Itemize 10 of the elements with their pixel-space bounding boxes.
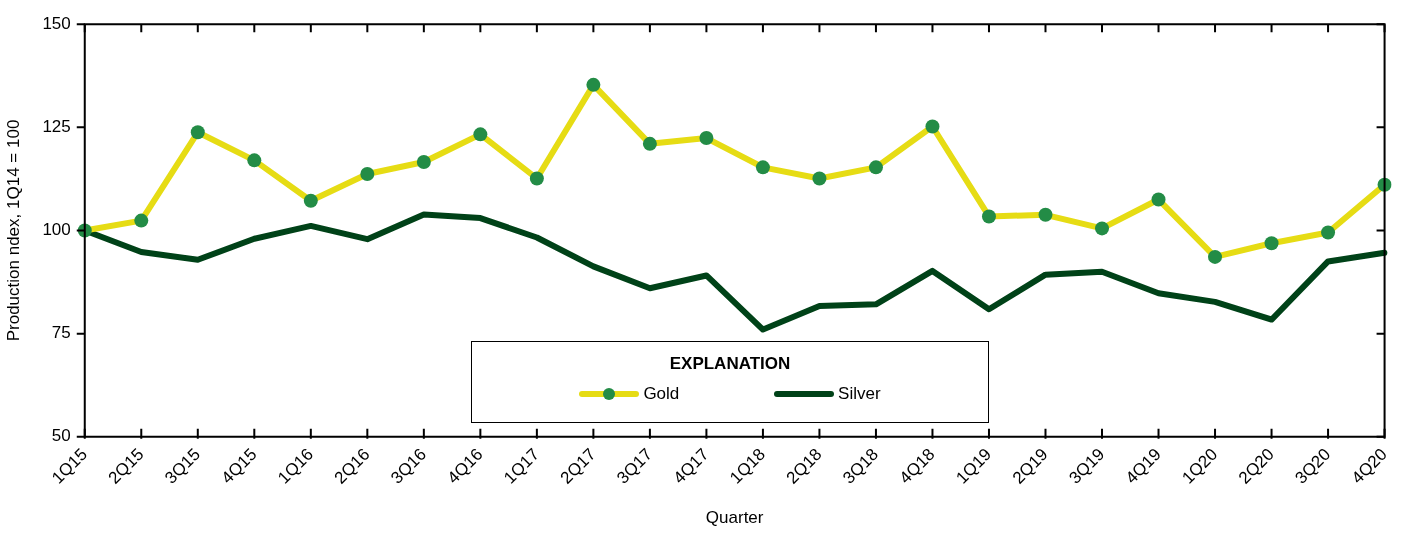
legend-label: Gold xyxy=(643,384,680,404)
y-tick-label: 125 xyxy=(42,117,71,137)
y-tick-label: 150 xyxy=(42,13,71,33)
x-axis-title: Quarter xyxy=(705,508,764,528)
legend-title: EXPLANATION xyxy=(668,354,792,374)
legend-label: Silver xyxy=(838,384,881,404)
y-axis-title: Production ndex, 1Q14 = 100 xyxy=(3,119,23,342)
y-tick-label: 75 xyxy=(51,323,71,343)
y-tick-label: 50 xyxy=(51,426,71,446)
y-tick-label: 100 xyxy=(42,220,71,240)
